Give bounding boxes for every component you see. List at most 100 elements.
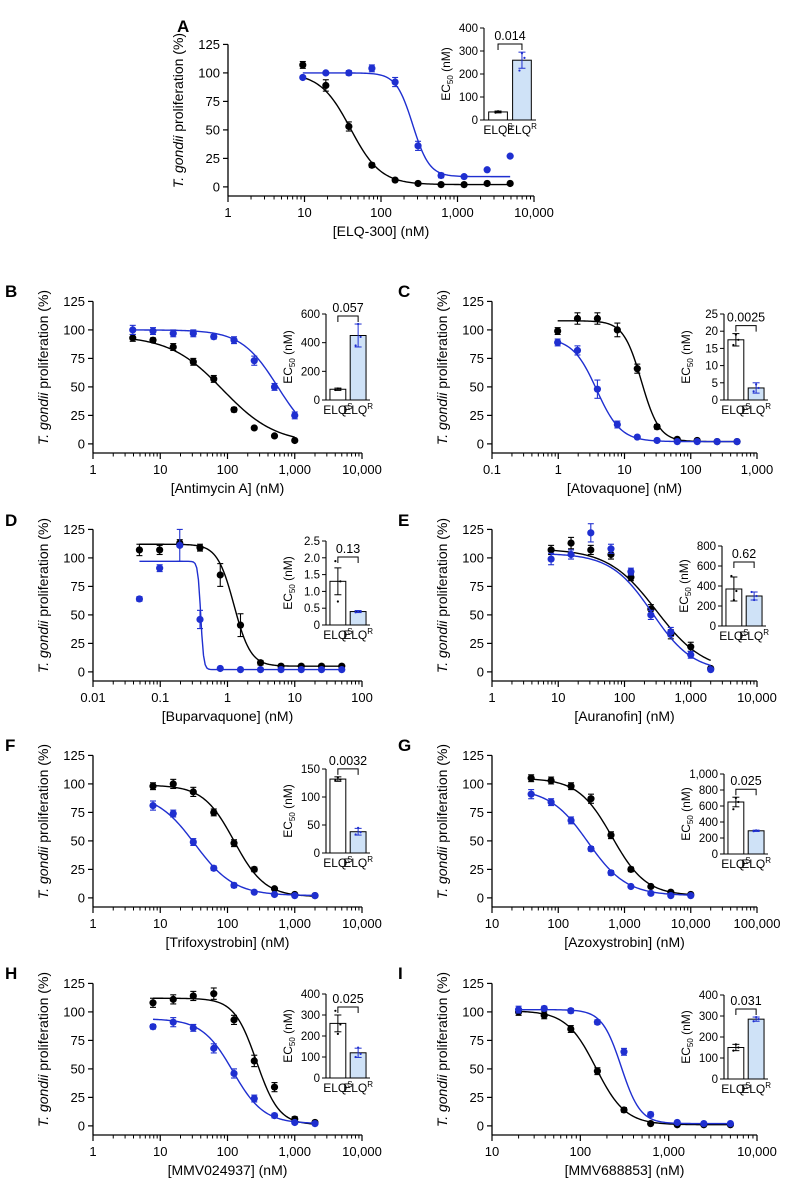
y-axis-label: T. gondii proliferation (%) (35, 518, 51, 673)
x-tick-label: 1,000 (608, 916, 641, 931)
data-point-elq-r (291, 411, 299, 419)
panel-i: I 0 25 50 75 100 125 10 100 1,000 10,000 [MMV688853… (398, 964, 777, 1178)
inset-y-tick-label: 2.5 (304, 536, 320, 548)
y-axis-label: T. gondii proliferation (%) (434, 972, 450, 1127)
data-point-elq-s (593, 314, 602, 323)
y-axis-label: T. gondii proliferation (%) (35, 290, 51, 445)
data-point-elq-r (613, 420, 621, 429)
fit-curve-elq-r (132, 329, 296, 413)
inset-x-label-sup: R (531, 122, 537, 131)
inset-y-label-sub: 50 (446, 75, 455, 84)
inset-replicate-point (339, 387, 342, 390)
y-axis-label-italic: T. gondii (434, 1074, 450, 1127)
data-point-elq-s (299, 61, 307, 69)
inset-replicate-point (339, 778, 342, 781)
inset-replicate-point (339, 580, 342, 583)
data-point-elq-s (633, 365, 641, 373)
y-tick-label: 75 (206, 94, 220, 109)
x-tick-label: 10,000 (342, 916, 382, 931)
data-point-elq-s (540, 1011, 548, 1019)
inset-y-label: EC50 (nM) (439, 47, 455, 101)
data-point-elq-r (236, 666, 245, 674)
data-point-elq-r (607, 545, 615, 553)
inset-y-tick-label: 200 (459, 69, 478, 81)
x-tick-label: 1 (555, 462, 562, 477)
inset-x-label-base: ELQ (721, 403, 745, 417)
inset-y-tick-label: 300 (459, 46, 478, 58)
inset-replicate-point (359, 1052, 362, 1055)
inset-y-tick-label: 0 (314, 848, 320, 860)
inset-y-tick-label: 800 (697, 541, 716, 553)
y-axis-label-italic: T. gondii (35, 620, 51, 673)
y-tick-label: 100 (63, 1004, 85, 1019)
data-point-elq-r (270, 890, 279, 899)
y-tick-label: 50 (71, 833, 85, 848)
series-elq-r (299, 64, 514, 181)
inset-y-tick-label: 0 (712, 395, 718, 407)
inset-y-tick-label: 400 (301, 989, 320, 1001)
y-tick-label: 0 (78, 436, 85, 451)
data-point-elq-s (687, 643, 695, 651)
panel-f: F 0 25 50 75 100 125 1 10 100 1,000 10,000 [Trifoxys… (5, 736, 382, 950)
inset-x-label-sup: R (763, 628, 769, 637)
data-point-elq-s (414, 179, 422, 188)
x-tick-label: 0.1 (151, 690, 169, 705)
inset-y-tick-label: 400 (699, 990, 718, 1002)
data-point-elq-r (299, 73, 307, 82)
x-tick-label: 1 (488, 690, 495, 705)
panel-letter: E (398, 511, 409, 530)
significance-bracket (735, 325, 757, 332)
x-axis-label: [Antimycin A] (nM) (171, 480, 285, 496)
inset-x-label: ELQS (323, 627, 352, 642)
inset-replicate-point (755, 1015, 758, 1019)
data-point-elq-r (149, 801, 157, 810)
p-value: 0.0032 (329, 754, 367, 768)
series-elq-s (527, 774, 695, 899)
x-tick-label: 100,000 (734, 916, 781, 931)
inset-y-label-sub: 50 (686, 358, 695, 367)
inset-x-label: ELQS (721, 856, 750, 871)
significance-bracket (733, 561, 755, 568)
x-tick-label: 1 (89, 916, 96, 931)
panel-g: G 0 25 50 75 100 125 10 100 1,000 10,000 100,000 [Az… (398, 736, 781, 950)
data-point-elq-r (633, 433, 641, 441)
panel-letter: G (398, 736, 411, 755)
inset-y-label-unit: (nM) (679, 787, 693, 815)
data-point-elq-r (607, 869, 615, 877)
inset-x-label-base: ELQ (741, 403, 765, 417)
inset-replicate-point (750, 590, 753, 594)
panel-b: B 0 25 50 75 100 125 1 10 100 1,000 10,000 [Antimyci… (5, 282, 382, 496)
x-tick-label: 1 (224, 690, 231, 705)
data-point-elq-r (554, 338, 562, 347)
inset-replicate-point (737, 1046, 740, 1049)
inset-y-label-base: EC (281, 367, 295, 384)
x-tick-label: 10,000 (514, 205, 554, 220)
inset-y-label-unit: (nM) (677, 559, 691, 587)
data-point-elq-r (713, 438, 721, 446)
bar-elq-s (727, 801, 745, 855)
y-tick-label: 100 (462, 550, 484, 565)
data-point-elq-r (527, 790, 535, 798)
data-point-elq-r (673, 1118, 681, 1127)
inset-y-label-sub: 50 (288, 812, 297, 821)
inset-y-label-sub: 50 (288, 584, 297, 593)
x-tick-label: 10,000 (671, 916, 711, 931)
data-point-elq-r (707, 666, 715, 674)
inset-x-label-base: ELQ (719, 629, 743, 643)
bar-elq-r (747, 830, 765, 855)
data-point-elq-r (667, 892, 675, 900)
data-point-elq-r (368, 64, 376, 72)
inset-x-label-sup: S (743, 628, 748, 637)
data-point-elq-r (149, 327, 157, 335)
inset-replicate-point (757, 829, 760, 832)
inset-replicate-point (752, 830, 755, 833)
series-elq-r (149, 1017, 319, 1128)
inset-replicate-point (354, 344, 357, 347)
data-point-elq-r (687, 651, 695, 659)
y-tick-label: 25 (71, 636, 85, 651)
bar-elq-r (349, 611, 367, 626)
data-point-elq-r (311, 1120, 319, 1128)
inset-replicate-point (359, 610, 362, 613)
data-point-elq-r (156, 564, 164, 572)
